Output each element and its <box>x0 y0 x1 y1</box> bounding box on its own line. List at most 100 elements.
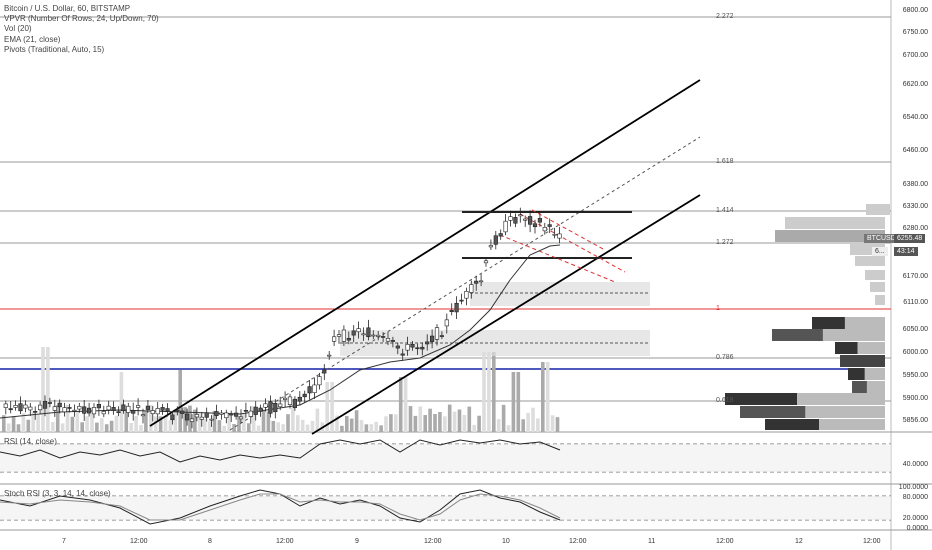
volume-bar <box>266 411 271 432</box>
candle <box>180 410 185 414</box>
vpvr-bar-up <box>805 406 885 418</box>
rsi-line <box>0 439 561 463</box>
volume-bar <box>261 410 266 432</box>
stoch-tick: 100.0000 <box>898 484 928 491</box>
volume-bar <box>85 416 89 432</box>
stoch-tick: 20.0000 <box>902 515 928 522</box>
volume-bar <box>65 404 70 432</box>
candle <box>341 329 347 342</box>
volume-bar <box>516 372 521 432</box>
bar-countdown: 43:14 <box>894 247 918 256</box>
candle <box>478 280 484 283</box>
volume-bar <box>433 414 437 432</box>
zone-upper <box>470 282 650 306</box>
volume-bar <box>418 406 423 432</box>
volume-bar <box>178 370 182 432</box>
candle <box>532 223 538 228</box>
legend-ema[interactable]: EMA (21, close) <box>4 34 61 44</box>
volume-bar <box>286 414 290 432</box>
volume-bar <box>271 420 276 432</box>
candle <box>395 345 400 349</box>
candle <box>131 410 136 414</box>
price-tick: 6330.00 <box>902 203 928 210</box>
legend-pivots[interactable]: Pivots (Traditional, Auto, 15) <box>4 44 105 54</box>
candle <box>136 405 141 408</box>
volume-bar <box>227 413 231 432</box>
stoch-tick: 0.0000 <box>906 525 928 532</box>
candle <box>175 409 180 412</box>
candle <box>101 411 106 415</box>
candle <box>37 404 43 411</box>
volume-bar <box>242 413 246 432</box>
volume-bar <box>310 420 315 432</box>
candle <box>371 334 376 337</box>
candle <box>390 340 396 342</box>
candle <box>13 404 18 408</box>
volume-bar <box>374 421 378 432</box>
volume-bar <box>457 409 462 432</box>
candle <box>459 299 464 302</box>
candle <box>243 410 249 412</box>
stoch-d-line <box>0 493 561 521</box>
vpvr-bar <box>875 295 885 305</box>
fib-levels <box>0 16 891 402</box>
time-tick: 8 <box>208 538 212 545</box>
volume-bar <box>545 362 550 432</box>
ema-line <box>0 244 561 419</box>
volume-bar <box>168 420 173 432</box>
candle <box>361 333 366 336</box>
volume-bar <box>345 416 349 432</box>
candle <box>199 416 204 420</box>
volume-bar <box>222 425 227 432</box>
candle <box>258 407 263 412</box>
volume-bar <box>173 409 178 432</box>
volume-bar <box>541 362 545 432</box>
volume-bar <box>379 425 383 432</box>
legend-title[interactable]: Bitcoin / U.S. Dollar, 60, BITSTAMP <box>4 4 131 13</box>
candle <box>405 344 410 351</box>
candle <box>498 233 503 237</box>
time-tick: 12:00 <box>716 538 734 545</box>
volume-bar <box>398 377 403 432</box>
volume-bar <box>90 413 94 432</box>
stoch-label[interactable]: Stoch RSI (3, 3, 14, 14, close) <box>4 489 111 498</box>
candle <box>165 408 170 412</box>
volume-bar <box>247 423 251 432</box>
vpvr-bar-up <box>822 329 885 341</box>
volume-bar <box>198 413 202 432</box>
candle <box>317 376 322 386</box>
candle <box>3 403 8 408</box>
trend-channel[interactable] <box>149 79 701 435</box>
candle <box>214 411 219 416</box>
candle <box>523 218 528 221</box>
volume-bar <box>114 415 119 432</box>
volume-bar <box>443 416 447 432</box>
candle <box>224 412 229 419</box>
time-tick: 7 <box>62 538 66 545</box>
volume-bar <box>109 420 114 432</box>
volume-bar <box>462 414 467 432</box>
volume-bar <box>526 412 530 432</box>
volume-bar <box>207 421 212 432</box>
candle <box>331 336 337 342</box>
candle <box>82 406 87 414</box>
volume-bar <box>139 424 143 432</box>
candle <box>302 393 307 398</box>
candle <box>420 346 425 350</box>
price-tick: 5856.00 <box>902 417 928 424</box>
volume-bar <box>384 416 388 432</box>
vpvr-bar <box>865 270 885 280</box>
price-tick: 6380.00 <box>902 181 928 188</box>
candle <box>28 406 33 411</box>
volume-bar <box>134 416 138 432</box>
candle <box>542 227 547 232</box>
legend-vol[interactable]: Vol (20) <box>4 24 32 34</box>
legend-vpvr[interactable]: VPVR (Number Of Rows, 24, Up/Down, 70) <box>4 14 159 24</box>
volume-bar <box>403 377 408 432</box>
volume-bar <box>423 415 427 432</box>
time-tick: 12:00 <box>863 538 881 545</box>
rsi-label[interactable]: RSI (14, close) <box>4 437 57 446</box>
candle <box>415 347 420 350</box>
price-tick: 6540.00 <box>902 114 928 121</box>
